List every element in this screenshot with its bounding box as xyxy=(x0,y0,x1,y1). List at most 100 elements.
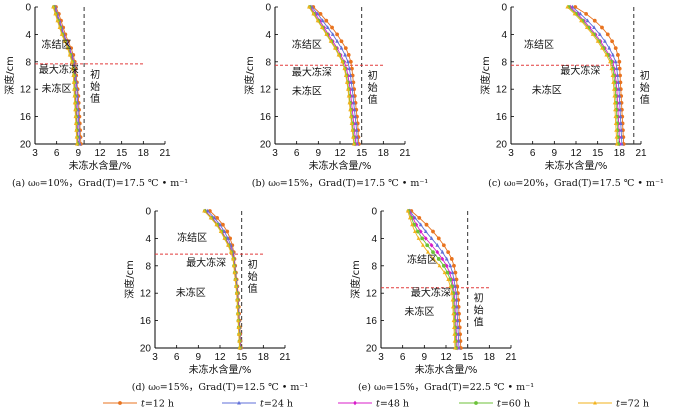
x-axis-label: 未冻水含量/% xyxy=(69,159,132,172)
initial-value-label: 值 xyxy=(368,93,378,106)
data-point xyxy=(220,222,225,227)
data-point xyxy=(344,80,349,84)
initial-value-label: 初 xyxy=(90,68,100,81)
y-tick-label: 4 xyxy=(501,30,507,41)
data-point xyxy=(232,270,237,275)
max-frost-depth-label: 最大冻深 xyxy=(411,286,451,299)
data-point xyxy=(59,32,64,36)
max-frost-depth-label: 最大冻深 xyxy=(39,63,79,76)
data-point xyxy=(237,345,242,350)
initial-value-label: 初 xyxy=(474,292,484,305)
chart-panel-d: 0 4 8 12 16 203 6 9 12 15 18 21 未冻水含量/% 深度/cm 初始值 冻结区最大… xyxy=(123,207,308,394)
data-point xyxy=(592,18,597,23)
frozen-zone-label: 冻结区 xyxy=(407,253,437,266)
data-point xyxy=(579,18,583,23)
data-point xyxy=(614,66,619,71)
legend-item-3: t=48 h xyxy=(338,399,409,410)
data-point xyxy=(448,284,453,288)
data-point xyxy=(440,256,445,262)
data-point xyxy=(320,18,325,23)
y-tick-label: 16 xyxy=(366,316,378,327)
data-point xyxy=(436,257,441,261)
chart-panel-c: 0 4 8 12 16 203 6 9 12 15 18 21 未冻水含量/% 深度/cm 初始值 冻结区最大… xyxy=(479,3,664,190)
data-point xyxy=(450,270,455,275)
data-point xyxy=(340,59,345,64)
data-point xyxy=(407,215,412,220)
data-point xyxy=(234,290,239,295)
data-point xyxy=(413,229,417,234)
legend-item-4: t=60 h xyxy=(459,399,530,410)
initial-value-label: 值 xyxy=(248,282,258,295)
data-point xyxy=(348,59,353,64)
initial-value-label: 值 xyxy=(474,316,484,329)
y-tick-label: 8 xyxy=(501,57,507,68)
y-axis-label: 深度/cm xyxy=(3,56,16,95)
data-point xyxy=(610,52,615,57)
legend-label: t=72 h xyxy=(616,399,649,410)
data-point xyxy=(426,249,430,254)
y-tick-label: 20 xyxy=(260,140,272,151)
data-point xyxy=(347,66,352,71)
data-point xyxy=(62,38,67,43)
x-tick-label: 3 xyxy=(378,352,384,363)
initial-value-label: 值 xyxy=(640,93,650,106)
x-tick-label: 15 xyxy=(236,352,248,363)
x-tick-label: 12 xyxy=(94,148,106,159)
y-tick-label: 16 xyxy=(20,112,32,123)
data-point xyxy=(74,128,79,132)
data-point xyxy=(612,93,617,98)
data-point xyxy=(448,263,453,268)
data-point xyxy=(429,236,434,240)
x-tick-label: 9 xyxy=(76,148,82,159)
data-point xyxy=(325,25,330,30)
data-point xyxy=(572,11,577,16)
x-tick-label: 15 xyxy=(356,148,368,159)
max-frost-depth-label: 最大冻深 xyxy=(186,256,226,269)
data-point xyxy=(613,59,618,64)
data-point xyxy=(72,100,77,105)
x-tick-label: 15 xyxy=(116,148,128,159)
legend-swatch-marker xyxy=(593,400,597,405)
data-point xyxy=(222,236,227,240)
data-point xyxy=(69,59,74,64)
x-tick-label: 18 xyxy=(484,352,496,363)
data-point xyxy=(236,332,241,336)
data-point xyxy=(611,80,616,84)
data-point xyxy=(236,318,240,323)
data-point xyxy=(613,114,618,119)
data-point xyxy=(415,229,420,234)
data-point xyxy=(315,18,320,23)
data-point xyxy=(72,86,76,91)
x-tick-label: 15 xyxy=(462,352,474,363)
x-tick-label: 21 xyxy=(279,352,291,363)
data-point xyxy=(343,73,348,77)
frozen-zone-label: 冻结区 xyxy=(292,38,322,51)
data-point xyxy=(445,270,450,275)
data-point xyxy=(235,311,240,316)
data-point xyxy=(425,243,430,248)
y-tick-label: 8 xyxy=(145,261,151,272)
data-point xyxy=(584,25,589,30)
data-point xyxy=(424,222,429,227)
data-point xyxy=(311,11,316,16)
data-point xyxy=(600,45,604,50)
data-point xyxy=(343,46,348,50)
data-point xyxy=(615,53,620,57)
data-point xyxy=(339,45,344,50)
data-point xyxy=(330,32,335,36)
data-point xyxy=(350,128,355,132)
data-point xyxy=(453,345,457,350)
data-point xyxy=(335,32,340,37)
y-tick-label: 4 xyxy=(265,30,271,41)
legend-item-5: t=72 h xyxy=(578,399,649,410)
data-point xyxy=(602,38,607,43)
data-point xyxy=(597,32,602,36)
x-tick-label: 3 xyxy=(152,352,158,363)
data-point xyxy=(610,73,615,77)
data-point xyxy=(348,114,353,119)
data-point xyxy=(442,270,447,275)
data-point xyxy=(446,250,451,255)
x-axis-label: 未冻水含量/% xyxy=(415,363,478,376)
data-point xyxy=(449,257,454,261)
